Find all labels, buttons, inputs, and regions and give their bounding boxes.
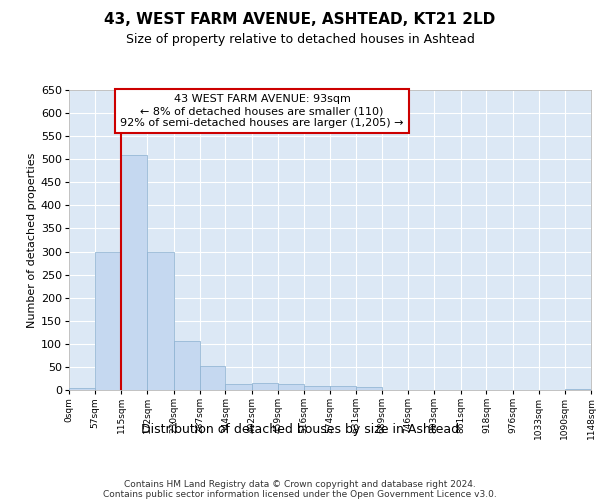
Bar (95, 252, 121, 390)
Text: Size of property relative to detached houses in Ashtead: Size of property relative to detached ho… (125, 32, 475, 46)
Text: 43 WEST FARM AVENUE: 93sqm
← 8% of detached houses are smaller (110)
92% of semi: 43 WEST FARM AVENUE: 93sqm ← 8% of detac… (121, 94, 404, 128)
Bar (252, 383, 278, 390)
Bar (356, 387, 382, 390)
Bar (173, 340, 199, 390)
Text: Contains HM Land Registry data © Crown copyright and database right 2024.
Contai: Contains HM Land Registry data © Crown c… (103, 480, 497, 500)
Text: 43, WEST FARM AVENUE, ASHTEAD, KT21 2LD: 43, WEST FARM AVENUE, ASHTEAD, KT21 2LD (104, 12, 496, 28)
Bar (278, 384, 304, 390)
Bar (69, 388, 95, 390)
Y-axis label: Number of detached properties: Number of detached properties (27, 152, 37, 328)
Bar (147, 252, 173, 390)
Bar (304, 386, 330, 390)
Bar (565, 389, 591, 390)
Bar (226, 384, 252, 390)
Bar (330, 386, 356, 390)
Bar (199, 366, 226, 390)
Bar (121, 154, 147, 390)
Text: Distribution of detached houses by size in Ashtead: Distribution of detached houses by size … (141, 422, 459, 436)
